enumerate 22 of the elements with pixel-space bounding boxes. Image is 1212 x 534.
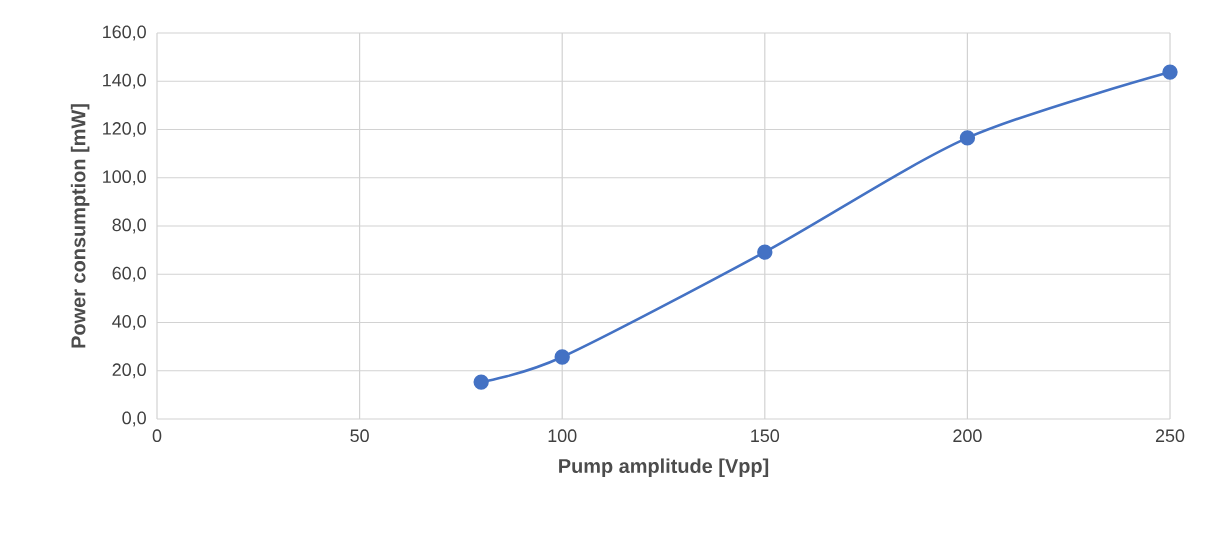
x-tick-label: 100 [548, 429, 577, 443]
y-tick-label: 140,0 [103, 73, 146, 89]
x-tick-label: 0 [152, 429, 162, 443]
point [1162, 64, 1178, 80]
point [473, 374, 489, 390]
point [757, 244, 773, 260]
x-tick-label: 50 [350, 429, 369, 443]
y-tick-label: 60,0 [112, 266, 146, 282]
y-tick-label: 80,0 [112, 218, 146, 234]
point [959, 130, 976, 146]
y-tick-label: 20,0 [112, 363, 146, 379]
y-tick-label: 120,0 [103, 122, 146, 137]
y-tick-label: 160,0 [103, 25, 146, 41]
x-axis-title: Pump amplitude [Vpp] [559, 458, 769, 477]
point [554, 349, 570, 365]
y-axis-title: Power consumption [mW] [70, 104, 90, 348]
x-tick-label: 150 [751, 429, 780, 443]
y-tick-label: 100,0 [103, 170, 146, 186]
x-tick-label: 250 [1155, 429, 1185, 443]
x-tick-label: 200 [953, 429, 982, 443]
y-tick-label: 0,0 [122, 411, 146, 427]
y-tick-label: 40,0 [112, 315, 146, 330]
